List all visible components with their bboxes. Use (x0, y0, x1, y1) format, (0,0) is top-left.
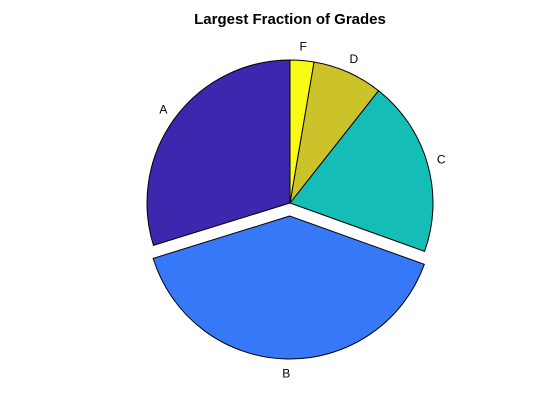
pie-slice-a (146, 59, 291, 247)
pie-label-a: A (159, 103, 167, 117)
pie-label-c: C (437, 153, 446, 167)
pie-label-b: B (282, 366, 290, 380)
pie-slice-b (152, 215, 425, 360)
pie-slice-c (289, 90, 434, 252)
pie-label-f: F (300, 39, 307, 53)
chart-title: Largest Fraction of Grades (194, 11, 386, 28)
pie-label-d: D (350, 52, 359, 66)
pie-slices (146, 59, 434, 360)
pie-labels: A B C D F (159, 39, 446, 380)
pie-slice-f (289, 59, 315, 204)
